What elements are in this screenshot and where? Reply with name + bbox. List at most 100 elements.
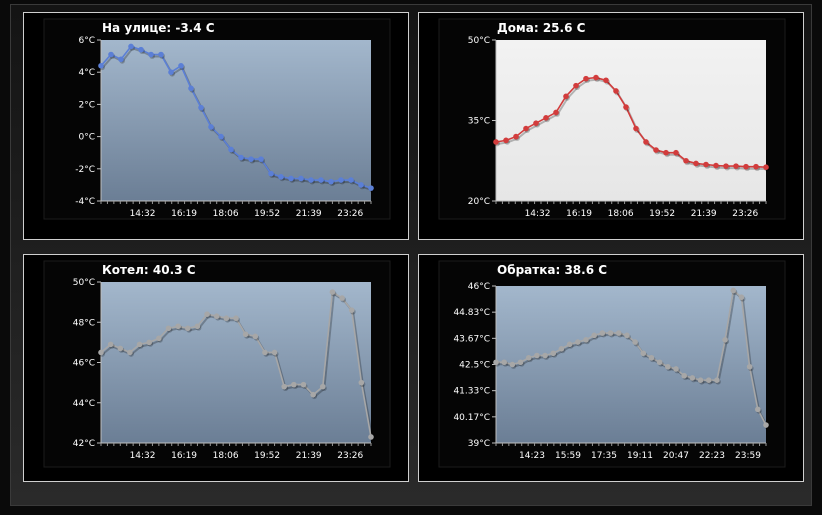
- data-point: [693, 160, 699, 167]
- x-tick-label: 16:19: [566, 209, 592, 219]
- data-point: [517, 359, 524, 366]
- data-point: [118, 56, 124, 63]
- data-point: [198, 104, 204, 111]
- chart-svg: На улице: -3.4 C -4°C -2°C 0°C 2°C 4°C 6°C 14:3…: [43, 18, 391, 220]
- data-point: [158, 51, 164, 58]
- x-tick-label: 23:59: [735, 451, 761, 461]
- data-point: [509, 361, 516, 368]
- data-point: [673, 366, 679, 372]
- data-point: [248, 156, 254, 162]
- data-point: [733, 163, 739, 169]
- y-tick-label: -4°C: [75, 197, 95, 207]
- y-tick-label: 35°C: [468, 117, 490, 127]
- x-tick-label: 14:23: [519, 451, 545, 461]
- data-point: [117, 345, 124, 352]
- data-point: [558, 346, 565, 352]
- panel-outdoor: На улице: -3.4 C -4°C -2°C 0°C 2°C 4°C 6°C 14:3…: [23, 12, 409, 240]
- data-point: [308, 177, 314, 183]
- x-tick-label: 19:11: [627, 451, 653, 461]
- data-point: [738, 294, 745, 301]
- data-point: [603, 77, 609, 84]
- data-point: [513, 133, 519, 140]
- data-point: [534, 352, 540, 359]
- data-point: [175, 323, 181, 330]
- y-tick-label: 48°C: [73, 318, 95, 328]
- data-point: [583, 75, 589, 82]
- panel-boiler: Котел: 40.3 C 42°C 44°C 46°C 48°C 50°C 14:32 16…: [23, 254, 409, 482]
- data-point: [730, 287, 737, 294]
- chart-svg: Котел: 40.3 C 42°C 44°C 46°C 48°C 50°C 14:32 16…: [43, 260, 391, 468]
- data-point: [165, 325, 172, 332]
- data-point: [358, 182, 364, 188]
- chart-title: Котел: 40.3 C: [102, 263, 196, 277]
- chart-title: Дома: 25.6 C: [497, 21, 586, 35]
- data-point: [623, 104, 629, 110]
- x-tick-label: 16:19: [171, 451, 197, 461]
- x-tick-label: 21:39: [296, 209, 322, 219]
- data-point: [673, 149, 679, 156]
- data-point: [368, 434, 374, 440]
- chart-title: На улице: -3.4 C: [102, 21, 215, 35]
- data-point: [656, 359, 663, 366]
- data-point: [493, 139, 499, 145]
- data-point: [613, 88, 619, 94]
- y-tick-label: 41.33°C: [453, 387, 490, 397]
- data-point: [233, 315, 239, 322]
- x-tick-label: 14:32: [525, 209, 551, 219]
- y-tick-label: 50°C: [468, 36, 490, 46]
- data-point: [593, 74, 599, 81]
- x-tick-label: 23:26: [337, 451, 363, 461]
- data-point: [753, 163, 759, 170]
- data-point: [640, 350, 647, 357]
- data-point: [563, 93, 569, 100]
- data-point: [128, 43, 134, 50]
- x-tick-label: 14:32: [130, 451, 156, 461]
- y-tick-label: 44.83°C: [453, 308, 490, 318]
- data-point: [178, 62, 184, 69]
- data-point: [713, 162, 719, 169]
- data-point: [583, 337, 589, 343]
- data-point: [138, 46, 144, 53]
- data-point: [291, 381, 297, 388]
- y-tick-label: -2°C: [75, 165, 95, 175]
- data-point: [705, 377, 712, 383]
- data-point: [156, 335, 162, 342]
- data-point: [310, 391, 316, 398]
- data-point: [127, 349, 133, 356]
- data-point: [591, 332, 597, 339]
- y-tick-label: 43.67°C: [453, 334, 490, 344]
- data-point: [339, 295, 345, 301]
- data-point: [108, 51, 114, 58]
- data-point: [300, 381, 307, 388]
- x-tick-label: 16:19: [171, 209, 197, 219]
- data-point: [550, 350, 557, 357]
- data-point: [262, 349, 268, 356]
- data-point: [329, 289, 336, 295]
- data-point: [223, 315, 230, 322]
- data-point: [98, 62, 104, 69]
- y-tick-label: 40.17°C: [453, 413, 490, 423]
- x-tick-label: 23:26: [732, 209, 758, 219]
- data-point: [208, 124, 214, 130]
- data-point: [533, 120, 539, 126]
- y-tick-label: 42.5°C: [459, 361, 490, 371]
- data-point: [624, 332, 630, 339]
- data-point: [553, 109, 559, 116]
- data-point: [632, 339, 638, 345]
- data-point: [653, 147, 659, 153]
- y-tick-label: 42°C: [73, 439, 95, 449]
- data-point: [714, 377, 720, 383]
- data-point: [281, 383, 288, 390]
- chart-svg: Обратка: 38.6 C 39°C 40.17°C 41.33°C 42.5°C 4…: [438, 260, 786, 468]
- panel-return: Обратка: 38.6 C 39°C 40.17°C 41.33°C 42.5°C 4…: [418, 254, 804, 482]
- data-point: [358, 379, 365, 386]
- data-point: [188, 85, 194, 92]
- x-tick-label: 19:52: [254, 209, 280, 219]
- x-tick-label: 18:06: [213, 209, 239, 219]
- data-point: [288, 175, 294, 182]
- data-point: [338, 177, 344, 183]
- data-point: [648, 354, 655, 361]
- y-tick-label: 2°C: [78, 100, 95, 110]
- x-tick-label: 18:06: [213, 451, 239, 461]
- data-point: [252, 333, 259, 340]
